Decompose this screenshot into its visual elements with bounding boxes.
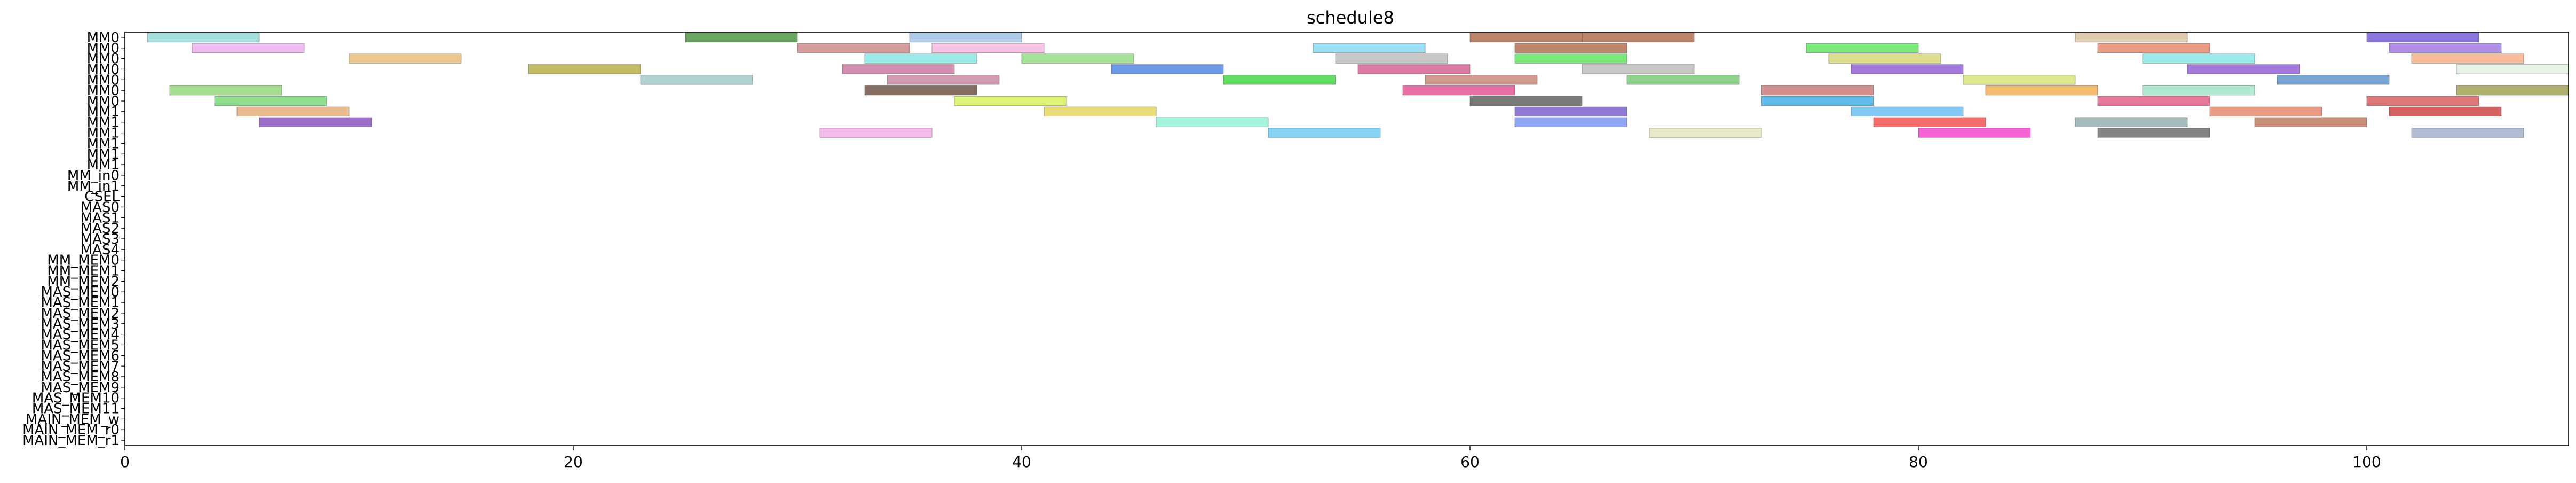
x-axis-ticks: 0 20 40 60 80 100 (120, 446, 2381, 471)
task-bar (1851, 107, 1963, 116)
task-bar (954, 96, 1066, 105)
task-bar (1111, 65, 1223, 74)
task-bar (2210, 107, 2322, 116)
task-bar (2412, 128, 2524, 137)
task-bar (2389, 43, 2501, 52)
task-bar (2367, 33, 2479, 42)
task-bar (1515, 43, 1627, 52)
task-bar (1044, 107, 1156, 116)
task-bar (2098, 128, 2210, 137)
task-bar (528, 65, 641, 74)
task-bar (2389, 107, 2501, 116)
x-tick-label: 0 (120, 453, 130, 471)
chart-title: schedule8 (1307, 7, 1394, 28)
task-bar (2187, 65, 2300, 74)
task-bar (1470, 96, 1582, 105)
task-bar (2255, 118, 2367, 127)
task-bar (1515, 107, 1627, 116)
task-bar (2143, 54, 2255, 63)
task-bar (259, 118, 372, 127)
y-axis-ticks: MM0MM0MM0MM0MM0MM0MM0MM1MM1MM1MM1MM1MM1M… (22, 30, 125, 449)
task-bar (2098, 43, 2210, 52)
task-bar (1336, 54, 1448, 63)
task-bar (1515, 118, 1627, 127)
task-bars (147, 33, 2569, 137)
x-tick-label: 40 (1012, 453, 1031, 471)
x-tick-label: 100 (2352, 453, 2381, 471)
task-bar (1874, 118, 1986, 127)
task-bar (641, 75, 753, 84)
task-bar (1582, 65, 1694, 74)
task-bar (1761, 96, 1874, 105)
task-bar (170, 85, 282, 95)
task-bar (842, 65, 954, 74)
task-bar (1627, 75, 1739, 84)
task-bar (2456, 65, 2569, 74)
task-bar (349, 54, 461, 63)
task-bar (1963, 75, 2075, 84)
task-bar (1582, 33, 1694, 42)
task-bar (237, 107, 349, 116)
task-bar (1918, 128, 2030, 137)
x-tick-label: 20 (564, 453, 583, 471)
task-bar (2098, 96, 2210, 105)
task-bar (1223, 75, 1336, 84)
task-bar (797, 43, 910, 52)
task-bar (1649, 128, 1761, 137)
x-tick-label: 80 (1909, 453, 1928, 471)
task-bar (2456, 85, 2569, 95)
x-tick-label: 60 (1460, 453, 1480, 471)
task-bar (1156, 118, 1268, 127)
task-bar (1761, 85, 1874, 95)
task-bar (865, 54, 977, 63)
task-bar (215, 96, 327, 105)
task-bar (2412, 54, 2524, 63)
task-bar (1470, 33, 1582, 42)
y-tick-label: MAIN_MEM_r1 (22, 433, 120, 449)
task-bar (2075, 118, 2187, 127)
task-bar (1829, 54, 1941, 63)
task-bar (1022, 54, 1134, 63)
task-bar (192, 43, 304, 52)
task-bar (910, 33, 1022, 42)
task-bar (820, 128, 932, 137)
task-bar (865, 85, 977, 95)
task-bar (2277, 75, 2389, 84)
task-bar (1851, 65, 1963, 74)
task-bar (1403, 85, 1515, 95)
task-bar (932, 43, 1044, 52)
task-bar (1268, 128, 1380, 137)
task-bar (2367, 96, 2479, 105)
task-bar (2075, 33, 2187, 42)
task-bar (685, 33, 797, 42)
task-bar (1806, 43, 1918, 52)
task-bar (1313, 43, 1425, 52)
task-bar (2143, 85, 2255, 95)
task-bar (147, 33, 259, 42)
task-bar (887, 75, 999, 84)
task-bar (1986, 85, 2098, 95)
task-bar (1358, 65, 1470, 74)
task-bar (1515, 54, 1627, 63)
task-bar (1425, 75, 1537, 84)
